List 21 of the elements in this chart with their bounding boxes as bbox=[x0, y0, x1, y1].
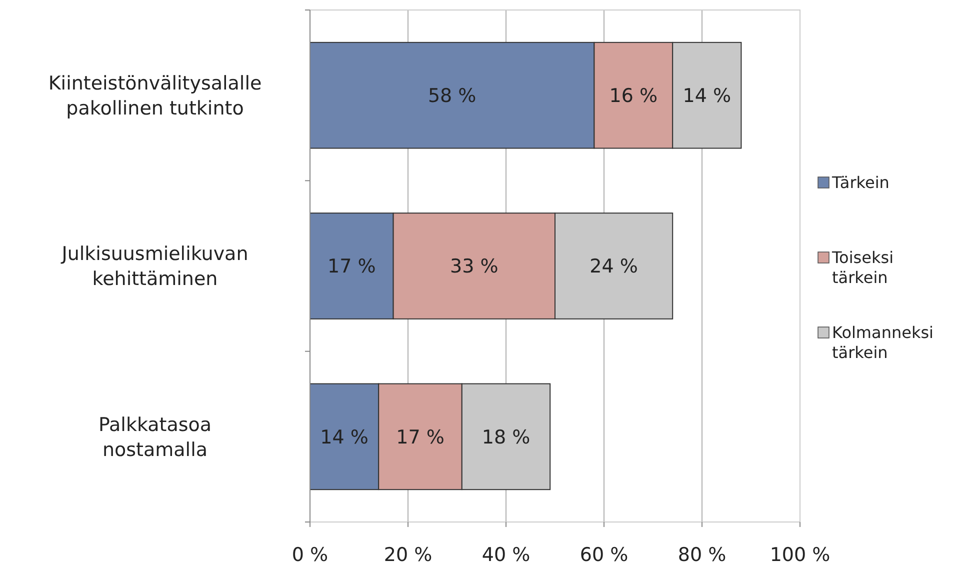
legend-label: Tärkein bbox=[831, 173, 890, 192]
x-tick-label: 100 % bbox=[770, 544, 830, 566]
x-tick-label: 80 % bbox=[678, 544, 726, 566]
x-tick-label: 20 % bbox=[384, 544, 432, 566]
data-label: 18 % bbox=[482, 426, 530, 448]
legend-label: Kolmanneksi tärkein bbox=[832, 323, 934, 362]
y-tick-label: Palkkatasoa nostamalla bbox=[98, 414, 212, 461]
data-label: 33 % bbox=[450, 256, 498, 278]
x-tick-label: 0 % bbox=[292, 544, 328, 566]
data-label: 17 % bbox=[328, 256, 376, 278]
y-tick-label: Julkisuusmielikuvan kehittäminen bbox=[60, 243, 248, 290]
data-label: 14 % bbox=[320, 426, 368, 448]
x-tick-label: 60 % bbox=[580, 544, 628, 566]
data-label: 58 % bbox=[428, 84, 476, 107]
data-label: 17 % bbox=[396, 426, 444, 448]
y-tick-label: Kiinteistönvälitysalalle pakollinen tutkinto bbox=[48, 72, 262, 120]
x-tick-label: 40 % bbox=[482, 544, 530, 566]
data-label: 16 % bbox=[609, 84, 658, 107]
data-label: 24 % bbox=[590, 256, 638, 278]
data-label: 14 % bbox=[682, 84, 732, 107]
legend-label: Toiseksi tärkein bbox=[831, 248, 894, 287]
